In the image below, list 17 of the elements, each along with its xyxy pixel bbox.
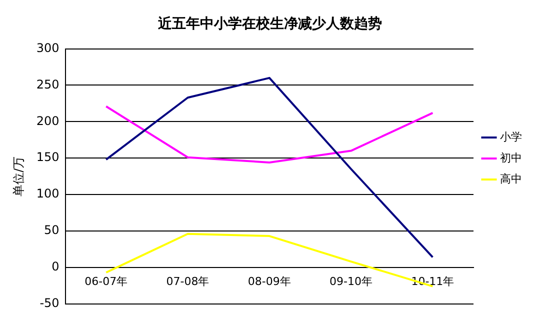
x-tick-label: 08-09年 [248, 274, 291, 288]
y-tick-label: -50 [40, 296, 60, 310]
y-tick-label: 250 [36, 77, 60, 92]
legend-label: 小学 [500, 130, 522, 144]
y-tick-label: 200 [36, 114, 60, 128]
y-tick-label: 300 [36, 40, 60, 55]
y-tick-label: 50 [44, 223, 60, 238]
x-tick-label: 09-10年 [330, 274, 373, 288]
y-tick-label: 100 [36, 186, 60, 201]
legend-label: 高中 [500, 172, 522, 186]
legend-label: 初中 [500, 151, 522, 164]
x-tick-label: 07-08年 [166, 274, 210, 288]
y-tick-label: 150 [36, 150, 60, 164]
y-axis-title: 单位/万 [11, 156, 26, 196]
y-tick-label: 0 [52, 259, 60, 274]
x-tick-label: 06-07年 [84, 274, 128, 288]
chart-title: 近五年中小学在校生净减少人数趋势 [157, 15, 382, 32]
